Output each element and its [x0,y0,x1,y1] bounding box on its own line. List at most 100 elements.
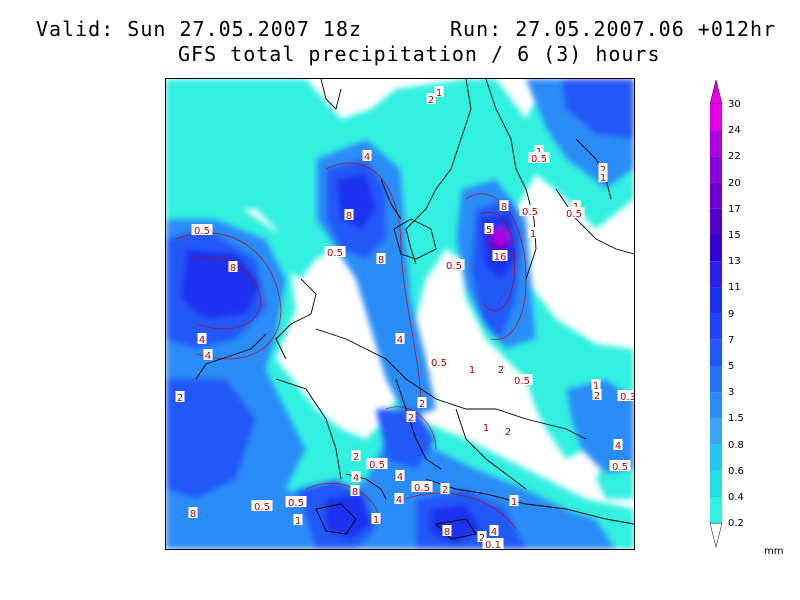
contour-label: 0.5 [366,458,388,471]
legend-swatch [710,313,722,340]
svg-text:2: 2 [353,452,359,463]
svg-text:1: 1 [483,423,489,434]
contour-label: 0.5 [609,460,631,473]
contour-label: 1 [434,86,444,99]
contour-label: 0.5 [563,207,585,220]
legend-swatch [710,339,722,366]
contour-label: 1 [591,379,601,392]
svg-text:0.5: 0.5 [612,462,628,473]
contour-label: 0.5 [285,496,307,509]
svg-text:2: 2 [479,533,485,544]
legend-tick-label: 3 [728,387,735,399]
svg-text:2: 2 [177,393,183,404]
legend-tick-label: 0.8 [728,439,744,451]
contour-label: 4 [203,349,213,362]
legend-tick-label: 22 [728,151,741,163]
svg-text:2: 2 [600,165,606,176]
svg-text:4: 4 [205,351,211,362]
legend-swatch [710,104,722,131]
contour-label: 4 [362,150,372,163]
contour-label: 0.5 [251,500,273,513]
legend-swatch [710,287,722,314]
svg-text:16: 16 [494,252,507,263]
contour-label: 1 [509,495,519,508]
legend-swatch [710,156,722,183]
valid-time-label: Valid: Sun 27.05.2007 18z [36,17,363,41]
contour-label: 0.5 [443,259,465,272]
svg-text:1: 1 [530,229,536,240]
svg-text:0.5: 0.5 [431,358,447,369]
contour-labels: 12480.580.5810.52110.580.551160.54440.51… [175,86,634,549]
svg-text:5: 5 [486,225,492,236]
contour-label: 0.5 [528,152,550,165]
run-time-label: Run: 27.05.2007.06 +012hr [450,17,777,41]
legend-tick-label: 20 [728,177,741,189]
svg-text:4: 4 [615,441,621,452]
legend-tick-label: 30 [728,99,741,110]
contour-label: 2 [175,391,185,404]
contour-label: 5 [484,223,494,236]
legend-tick-label: 0.6 [728,465,744,477]
legend-tick-label: 0.2 [728,518,744,530]
legend-swatch [710,261,722,288]
legend-unit: mm [764,546,784,557]
contour-label: 0.5 [428,356,450,369]
contour-label: 0.5 [511,374,533,387]
svg-text:4: 4 [353,473,359,484]
svg-text:0.5: 0.5 [369,460,385,471]
contour-label: 16 [492,250,508,263]
contour-label: 8 [188,507,198,520]
svg-text:2: 2 [498,365,504,376]
contour-label: 8 [344,209,354,222]
contour-label: 8 [350,485,360,498]
svg-text:2: 2 [594,391,600,402]
legend-min-arrow [709,522,723,548]
legend-swatch [710,208,722,235]
svg-text:1: 1 [373,515,379,526]
svg-text:0.5: 0.5 [514,376,530,387]
contour-label: 4 [613,439,623,452]
svg-text:1: 1 [600,173,606,184]
svg-text:0.5: 0.5 [288,498,304,509]
svg-text:0.3: 0.3 [620,392,634,403]
contour-label: 1 [293,514,303,527]
svg-text:4: 4 [491,527,497,538]
contour-label: 2 [426,93,436,106]
svg-text:0.5: 0.5 [446,261,462,272]
coastlines [195,79,634,540]
svg-text:0.1: 0.1 [485,540,501,549]
svg-text:4: 4 [397,335,403,346]
contour-label: 2 [496,363,506,376]
contour-label: 8 [376,253,386,266]
contour-label: 1 [481,421,491,434]
svg-text:1: 1 [511,497,517,508]
svg-text:8: 8 [378,255,384,266]
precipitation-map: 12480.580.5810.52110.580.551160.54440.51… [165,78,635,550]
legend-swatch [710,444,722,471]
contour-label: 4 [395,333,405,346]
legend-swatch [710,182,722,209]
legend-swatch [710,130,722,157]
svg-text:8: 8 [230,263,236,274]
contour-label: 2 [592,389,602,402]
svg-text:0.5: 0.5 [566,209,582,220]
contour-label: 0.5 [411,481,433,494]
legend-tick-label: 24 [728,125,741,137]
legend-swatch [710,470,722,497]
contour-label: 1 [371,513,381,526]
contour-label: 2 [477,531,487,544]
svg-text:0.5: 0.5 [522,207,538,218]
legend-tick-label: 17 [728,203,741,215]
svg-text:1: 1 [436,88,442,99]
precip-legend: 30 24 22 20 17 15 13 11 9 7 5 3 1.5 0.8 0.6 0.4 0.2 [700,80,760,550]
contour-label: 2 [440,483,450,496]
svg-text:4: 4 [396,495,402,506]
contour-label: 0.5 [324,246,346,259]
svg-text:1: 1 [469,365,475,376]
contour-label: 1 [528,227,538,240]
svg-text:2: 2 [408,413,414,424]
svg-text:2: 2 [428,95,434,106]
contour-label: 0.5 [519,205,541,218]
contour-label: 2 [598,163,608,176]
svg-text:8: 8 [352,487,358,498]
